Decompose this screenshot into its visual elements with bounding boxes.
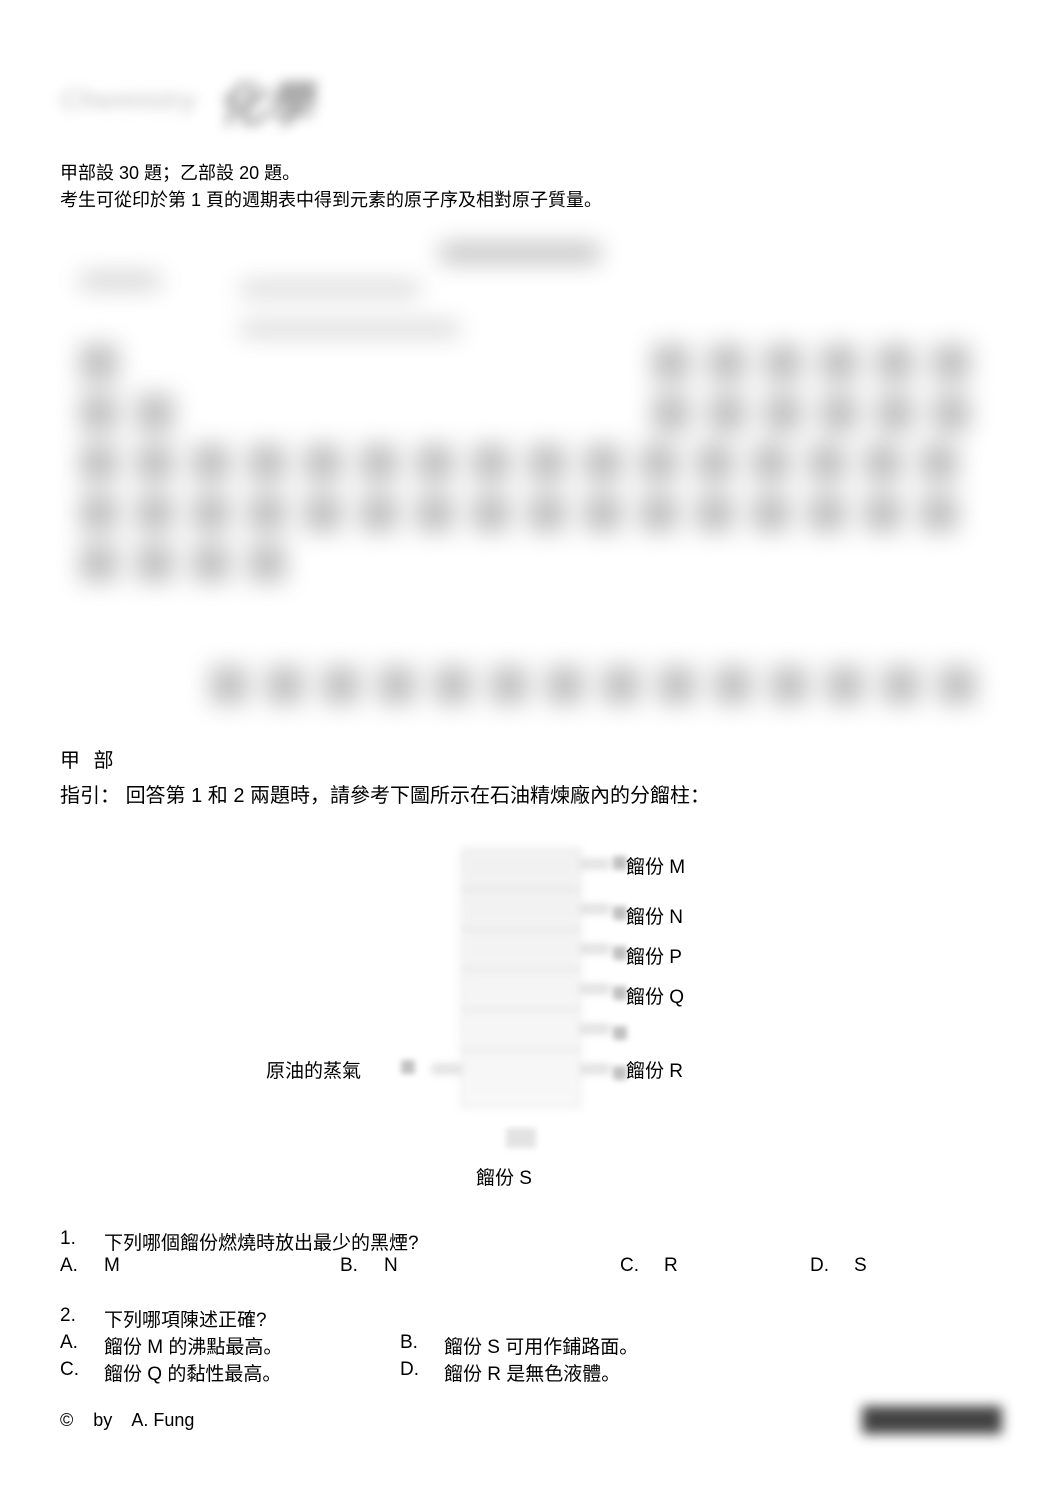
text: 餾份 <box>104 1337 147 1358</box>
copyright-symbol: © <box>60 1410 73 1430</box>
fraction-label-s: 餾份 S <box>476 1163 532 1190</box>
text: 餾份 <box>626 857 669 878</box>
text: 餾份 <box>626 907 669 928</box>
text: M <box>147 1337 163 1358</box>
option-text: M <box>104 1255 120 1277</box>
header-logo: Chemistry 化學 <box>60 60 540 140</box>
text: 餾份 <box>444 1364 487 1385</box>
text: Q <box>669 987 684 1008</box>
section-title: 甲 部 <box>60 744 1002 773</box>
text: R <box>669 1061 683 1082</box>
option-b: B. N <box>340 1255 620 1277</box>
option-b: B. 餾份 S 可用作鋪路面。 <box>400 1332 800 1359</box>
text: 餾份 <box>444 1337 487 1358</box>
question-1: 1. 下列哪個餾份燃燒時放出最少的黑煙? A. M B. N C. R D. S <box>60 1228 1002 1277</box>
option-c: C. R <box>620 1255 810 1277</box>
option-letter: A. <box>60 1255 104 1277</box>
option-letter: C. <box>60 1359 104 1386</box>
fraction-label-r: 餾份 R <box>626 1056 683 1083</box>
text: N <box>669 907 683 928</box>
option-letter: D. <box>810 1255 854 1277</box>
text: 1 <box>191 785 202 807</box>
q-number: 1. <box>60 1228 104 1255</box>
text: 1 <box>191 190 201 210</box>
section-a-header: 甲 部 指引： 回答第 1 和 2 兩題時，請參考下圖所示在石油精煉廠內的分餾柱… <box>60 744 1002 808</box>
q-number: 2. <box>60 1305 104 1332</box>
text: 30 <box>119 163 139 183</box>
section-guide: 指引： 回答第 1 和 2 兩題時，請參考下圖所示在石油精煉廠內的分餾柱： <box>60 779 1002 808</box>
option-text: 餾份 M 的沸點最高。 <box>104 1332 282 1359</box>
author-name: A. Fung <box>131 1410 194 1430</box>
option-text: N <box>384 1255 398 1277</box>
option-letter: C. <box>620 1255 664 1277</box>
intro-line-1: 甲部設 30 題；乙部設 20 題。 <box>60 160 1002 187</box>
text: 餾份 <box>626 1061 669 1082</box>
fraction-label-n: 餾份 N <box>626 902 683 929</box>
text: Q <box>147 1364 162 1385</box>
text: 可用作鋪路面。 <box>500 1337 638 1358</box>
fraction-label-m: 餾份 M <box>626 852 685 879</box>
option-letter: B. <box>400 1332 444 1359</box>
column-graphic <box>461 848 581 1128</box>
fraction-label-q: 餾份 Q <box>626 982 684 1009</box>
text: 題。 <box>259 163 300 183</box>
text: 20 <box>239 163 259 183</box>
intro: 甲部設 30 題；乙部設 20 題。 考生可從印於第 1 頁的週期表中得到元素的… <box>60 160 1002 214</box>
questions: 1. 下列哪個餾份燃燒時放出最少的黑煙? A. M B. N C. R D. S <box>60 1228 1002 1386</box>
option-text: R <box>664 1255 678 1277</box>
option-text: 餾份 S 可用作鋪路面。 <box>444 1332 638 1359</box>
option-a: A. M <box>60 1255 340 1277</box>
option-c: C. 餾份 Q 的黏性最高。 <box>60 1359 400 1386</box>
option-a: A. 餾份 M 的沸點最高。 <box>60 1332 400 1359</box>
question-2: 2. 下列哪項陳述正確? A. 餾份 M 的沸點最高。 B. 餾份 S 可用作鋪… <box>60 1305 1002 1386</box>
text: P <box>669 947 682 968</box>
text: 頁的週期表中得到元素的原子序及相對原子質量。 <box>201 190 602 210</box>
text: S <box>519 1168 532 1189</box>
text: S <box>487 1337 500 1358</box>
text: 餾份 <box>104 1364 147 1385</box>
text: 回答第 <box>126 785 192 807</box>
q-text: 下列哪項陳述正確? <box>104 1305 267 1332</box>
by-text: by <box>93 1410 112 1430</box>
text: 甲部設 <box>60 163 119 183</box>
text: 的沸點最高。 <box>163 1337 282 1358</box>
text: 兩題時，請參考下圖所示在石油精煉廠內的分餾柱： <box>245 785 711 807</box>
text: 餾份 <box>626 987 669 1008</box>
text: 指引： <box>60 785 120 807</box>
intro-line-2: 考生可從印於第 1 頁的週期表中得到元素的原子序及相對原子質量。 <box>60 187 1002 214</box>
text: 2 <box>233 785 244 807</box>
text: R <box>487 1364 501 1385</box>
option-letter: D. <box>400 1359 444 1386</box>
option-letter: A. <box>60 1332 104 1359</box>
q-text: 下列哪個餾份燃燒時放出最少的黑煙? <box>104 1228 419 1255</box>
text: 是無色液體。 <box>501 1364 620 1385</box>
option-text: 餾份 R 是無色液體。 <box>444 1359 620 1386</box>
option-d: D. 餾份 R 是無色液體。 <box>400 1359 800 1386</box>
text: M <box>669 857 685 878</box>
option-text: S <box>854 1255 867 1277</box>
copyright: © by A. Fung <box>60 1410 194 1431</box>
option-d: D. S <box>810 1255 940 1277</box>
fractionating-column-diagram: 餾份 M 餾份 N 餾份 P 餾份 Q 餾份 R 原油的蒸氣 餾份 S <box>231 838 831 1198</box>
footer-blur <box>862 1406 1002 1434</box>
crude-oil-vapour-label: 原油的蒸氣 <box>266 1056 361 1083</box>
option-text: 餾份 Q 的黏性最高。 <box>104 1359 281 1386</box>
text: 和 <box>202 785 233 807</box>
footer: © by A. Fung <box>60 1406 1002 1434</box>
fraction-label-p: 餾份 P <box>626 942 682 969</box>
option-letter: B. <box>340 1255 384 1277</box>
text: 題；乙部設 <box>139 163 239 183</box>
text: 餾份 <box>476 1168 519 1189</box>
text: 餾份 <box>626 947 669 968</box>
blurred-periodic-table <box>60 244 980 704</box>
text: 的黏性最高。 <box>162 1364 281 1385</box>
text: 考生可從印於第 <box>60 190 191 210</box>
